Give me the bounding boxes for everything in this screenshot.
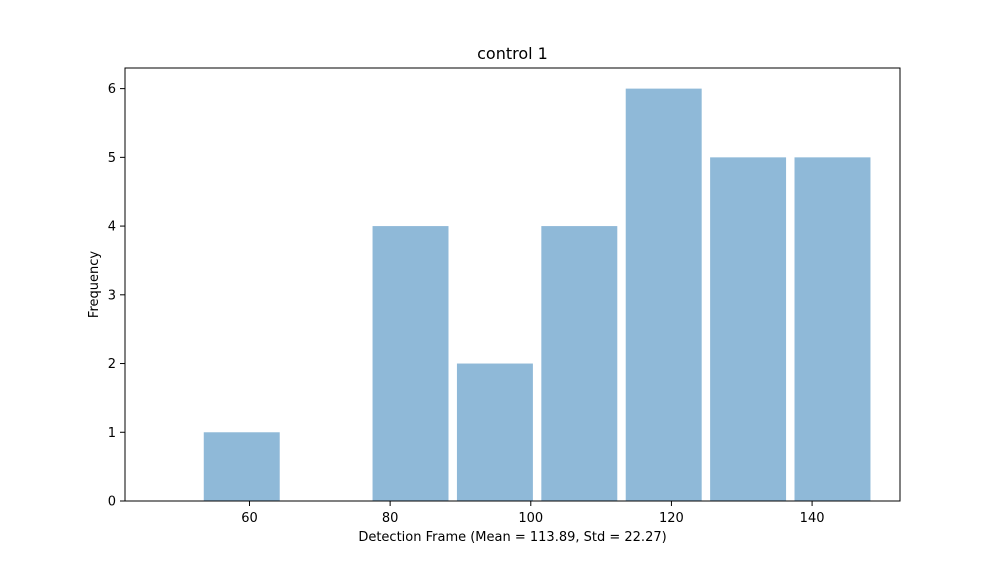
x-axis-ticks: 60 80 100 120 140 [241,501,825,526]
x-tick-label: 100 [518,511,543,526]
y-tick-label: 1 [108,426,116,441]
histogram-bar-7 [710,157,787,501]
x-tick-label: 120 [659,511,684,526]
y-tick-label: 5 [108,151,116,166]
x-axis-label: Detection Frame (Mean = 113.89, Std = 22… [358,530,666,545]
histogram-bar-5 [541,226,618,502]
histogram-bar-3 [372,226,449,502]
histogram-bar-6 [625,88,702,501]
y-tick-label: 3 [108,288,116,303]
x-tick-label: 80 [382,511,399,526]
histogram-bar-4 [456,363,533,501]
plot-frame [124,67,901,502]
histogram-bar-1 [203,432,280,501]
histogram-bar-8 [794,157,871,501]
x-tick-label: 60 [241,511,258,526]
x-tick-label: 140 [800,511,825,526]
y-tick-label: 2 [108,357,116,372]
y-tick-label: 6 [108,82,116,97]
y-axis-ticks: 0 1 2 3 4 5 6 [108,82,125,510]
y-axis-label: Frequency [87,251,102,318]
y-tick-label: 0 [108,495,116,510]
y-tick-label: 4 [108,220,116,235]
chart-title: control 1 [477,44,548,63]
bars-layer [203,88,871,502]
